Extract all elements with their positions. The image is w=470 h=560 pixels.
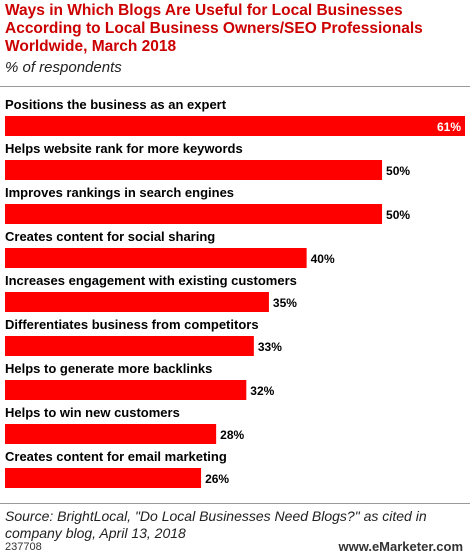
bar bbox=[5, 380, 247, 400]
category-label: Helps website rank for more keywords bbox=[5, 141, 243, 156]
chart-subtitle: % of respondents bbox=[5, 59, 122, 76]
chart-id: 237708 bbox=[5, 541, 42, 553]
bar bbox=[5, 468, 202, 488]
bar-value-label: 61% bbox=[437, 120, 461, 134]
bar-value-label: 26% bbox=[205, 472, 229, 486]
bar bbox=[5, 160, 383, 180]
chart-title: Ways in Which Blogs Are Useful for Local… bbox=[5, 2, 423, 55]
bar bbox=[5, 248, 307, 268]
source-note: Source: BrightLocal, "Do Local Businesse… bbox=[5, 508, 427, 541]
category-label: Creates content for email marketing bbox=[5, 449, 227, 464]
category-label: Helps to generate more backlinks bbox=[5, 361, 212, 376]
bar bbox=[5, 116, 465, 136]
brand-url: www.eMarketer.com bbox=[338, 539, 463, 554]
bar-value-label: 50% bbox=[386, 164, 410, 178]
category-label: Differentiates business from competitors bbox=[5, 317, 259, 332]
bar bbox=[5, 204, 383, 224]
bar-value-label: 40% bbox=[311, 252, 335, 266]
bar-value-label: 33% bbox=[258, 340, 282, 354]
bar-chart: Positions the business as an expert 61% He… bbox=[5, 97, 465, 488]
category-label: Creates content for social sharing bbox=[5, 229, 215, 244]
bar bbox=[5, 336, 254, 356]
bar-value-label: 28% bbox=[220, 428, 244, 442]
category-label: Improves rankings in search engines bbox=[5, 185, 234, 200]
header-divider bbox=[0, 86, 470, 87]
bar-value-label: 50% bbox=[386, 208, 410, 222]
category-label: Positions the business as an expert bbox=[5, 97, 227, 112]
footer-divider bbox=[0, 503, 470, 504]
category-label: Helps to win new customers bbox=[5, 405, 180, 420]
category-label: Increases engagement with existing custo… bbox=[5, 273, 297, 288]
bar-value-label: 35% bbox=[273, 296, 297, 310]
bar-value-label: 32% bbox=[250, 384, 274, 398]
bar bbox=[5, 424, 217, 444]
bar bbox=[5, 292, 269, 312]
